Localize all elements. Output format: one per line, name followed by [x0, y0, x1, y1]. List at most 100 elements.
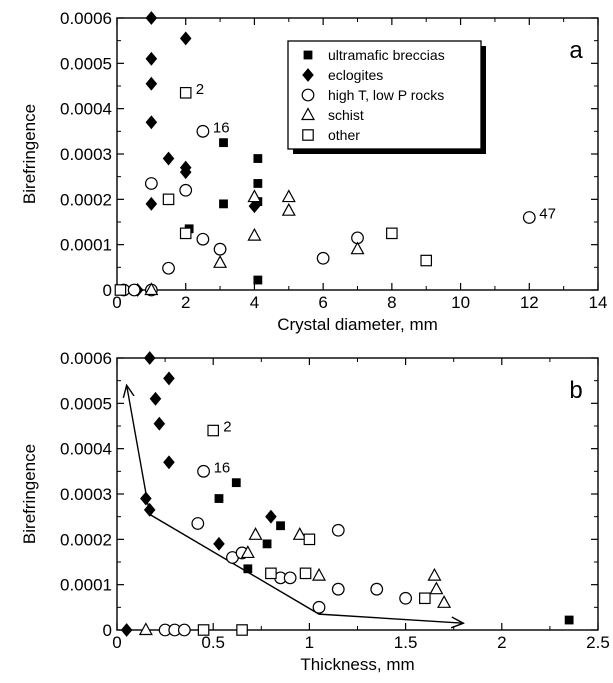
series-other — [197, 424, 431, 636]
point-annotation: 47 — [539, 205, 556, 222]
data-point — [213, 536, 225, 551]
data-point — [219, 199, 228, 209]
y-tick-label: 0.0003 — [60, 485, 112, 504]
data-point — [303, 533, 316, 546]
x-tick-label: 2 — [181, 293, 190, 312]
y-axis-label: Birefringence — [20, 444, 39, 544]
x-tick-label: 8 — [387, 293, 396, 312]
data-point — [144, 282, 159, 296]
point-annotation: 16 — [214, 459, 231, 476]
data-point — [312, 600, 326, 614]
data-point — [243, 564, 253, 574]
series-eclogites — [120, 351, 277, 637]
panel-letter: b — [569, 377, 582, 404]
x-tick-label: 12 — [520, 293, 539, 312]
data-point — [179, 183, 193, 197]
x-tick-label: 1.5 — [394, 633, 418, 652]
x-tick-label: 0 — [112, 633, 121, 652]
plot-frame — [116, 357, 599, 631]
legend-marker — [302, 129, 314, 141]
legend-entry: other — [328, 127, 360, 143]
legend-entry: schist — [328, 107, 364, 123]
data-point — [231, 478, 241, 488]
panel-letter: a — [569, 37, 583, 64]
data-point — [214, 494, 224, 503]
point-annotation: 16 — [213, 119, 230, 136]
x-tick-label: 2.5 — [586, 633, 610, 652]
data-point — [196, 232, 210, 246]
y-tick-label: 0 — [103, 621, 112, 640]
series-high-t-low-p-rocks — [117, 124, 536, 297]
data-point — [331, 582, 345, 596]
data-point — [179, 31, 192, 46]
data-point — [331, 523, 345, 537]
data-point — [427, 567, 442, 581]
data-point — [114, 284, 127, 296]
y-tick-label: 0.0003 — [60, 145, 112, 164]
x-tick-label: 14 — [589, 293, 608, 312]
data-point — [213, 255, 228, 268]
x-tick-label: 0 — [112, 293, 121, 312]
data-point — [281, 202, 296, 216]
data-point — [276, 521, 285, 531]
data-point — [262, 539, 272, 549]
data-point — [162, 261, 175, 275]
data-point — [153, 416, 166, 431]
legend-entry: eclogites — [328, 67, 383, 83]
y-tick-label: 0.0001 — [60, 236, 112, 255]
data-point — [248, 199, 261, 214]
data-point — [149, 391, 162, 406]
y-tick-label: 0.0006 — [60, 349, 112, 368]
data-point — [196, 124, 210, 138]
data-point — [370, 582, 384, 596]
data-point — [145, 196, 158, 211]
data-point — [283, 571, 297, 585]
series-ultramafic-breccias — [214, 478, 574, 625]
y-axis-label: Birefringence — [20, 104, 39, 204]
data-point — [177, 623, 191, 637]
data-point — [140, 491, 152, 506]
y-tick-label: 0.0002 — [60, 190, 112, 209]
data-point — [265, 509, 277, 524]
data-point — [522, 211, 536, 224]
data-point — [350, 241, 365, 255]
legend-marker — [301, 88, 315, 102]
data-point — [145, 51, 158, 66]
data-point — [386, 227, 398, 240]
legend-box — [287, 40, 482, 150]
legend-marker — [300, 107, 316, 121]
x-tick-label: 4 — [250, 293, 259, 312]
y-tick-label: 0.0004 — [60, 440, 112, 459]
data-point — [145, 76, 158, 91]
x-tick-label: 1 — [305, 633, 314, 652]
x-tick-label: 10 — [451, 293, 470, 312]
data-point — [179, 227, 192, 240]
data-point — [163, 371, 175, 386]
point-annotation: 2 — [223, 419, 231, 436]
data-point — [420, 254, 433, 267]
data-point — [253, 154, 263, 163]
data-point — [429, 581, 444, 595]
data-point — [281, 189, 296, 203]
data-point — [299, 567, 312, 580]
series-other — [114, 86, 433, 296]
data-point — [162, 151, 175, 166]
data-point — [419, 592, 431, 605]
data-point — [213, 242, 227, 256]
y-tick-label: 0.0005 — [60, 394, 112, 413]
data-point — [191, 517, 205, 530]
legend-marker — [303, 50, 313, 60]
data-point — [265, 567, 277, 580]
data-point — [163, 455, 175, 470]
data-point — [144, 177, 158, 190]
data-point — [292, 527, 307, 540]
data-point — [253, 179, 263, 188]
data-point — [247, 189, 262, 203]
data-point — [197, 464, 210, 478]
y-tick-label: 0.0002 — [60, 530, 112, 549]
series-high-t-low-p-rocks — [158, 464, 413, 637]
data-point — [312, 567, 327, 581]
data-point — [143, 502, 156, 517]
series-eclogites — [131, 11, 261, 297]
x-tick-label: 6 — [318, 293, 327, 312]
